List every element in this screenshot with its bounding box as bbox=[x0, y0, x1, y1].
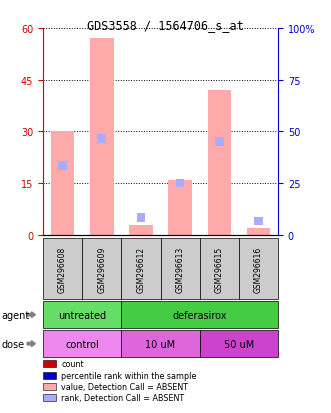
Text: dose: dose bbox=[2, 339, 25, 349]
Text: GSM296609: GSM296609 bbox=[97, 246, 106, 292]
Text: GSM296608: GSM296608 bbox=[58, 246, 67, 292]
Bar bbox=[254, 217, 263, 226]
Bar bbox=[176, 179, 184, 188]
Text: GSM296616: GSM296616 bbox=[254, 246, 263, 292]
Text: deferasirox: deferasirox bbox=[172, 310, 227, 320]
Text: control: control bbox=[65, 339, 99, 349]
Text: untreated: untreated bbox=[58, 310, 106, 320]
Bar bbox=[208, 91, 231, 235]
Bar bbox=[168, 180, 192, 235]
Bar bbox=[58, 162, 67, 171]
Text: GSM296613: GSM296613 bbox=[176, 246, 185, 292]
Text: rank, Detection Call = ABSENT: rank, Detection Call = ABSENT bbox=[61, 393, 184, 402]
Text: GDS3558 / 1564706_s_at: GDS3558 / 1564706_s_at bbox=[87, 19, 244, 31]
Bar bbox=[129, 225, 153, 235]
Bar bbox=[97, 135, 106, 143]
Text: GSM296615: GSM296615 bbox=[215, 246, 224, 292]
Bar bbox=[247, 228, 270, 235]
Text: value, Detection Call = ABSENT: value, Detection Call = ABSENT bbox=[61, 382, 188, 391]
Bar bbox=[215, 138, 224, 147]
Text: 50 uM: 50 uM bbox=[224, 339, 254, 349]
Text: agent: agent bbox=[2, 310, 30, 320]
Bar bbox=[90, 39, 114, 235]
Bar bbox=[137, 214, 145, 222]
Text: percentile rank within the sample: percentile rank within the sample bbox=[61, 371, 197, 380]
Bar bbox=[51, 132, 74, 235]
Text: count: count bbox=[61, 360, 84, 368]
Text: 10 uM: 10 uM bbox=[145, 339, 176, 349]
Text: GSM296612: GSM296612 bbox=[136, 246, 145, 292]
